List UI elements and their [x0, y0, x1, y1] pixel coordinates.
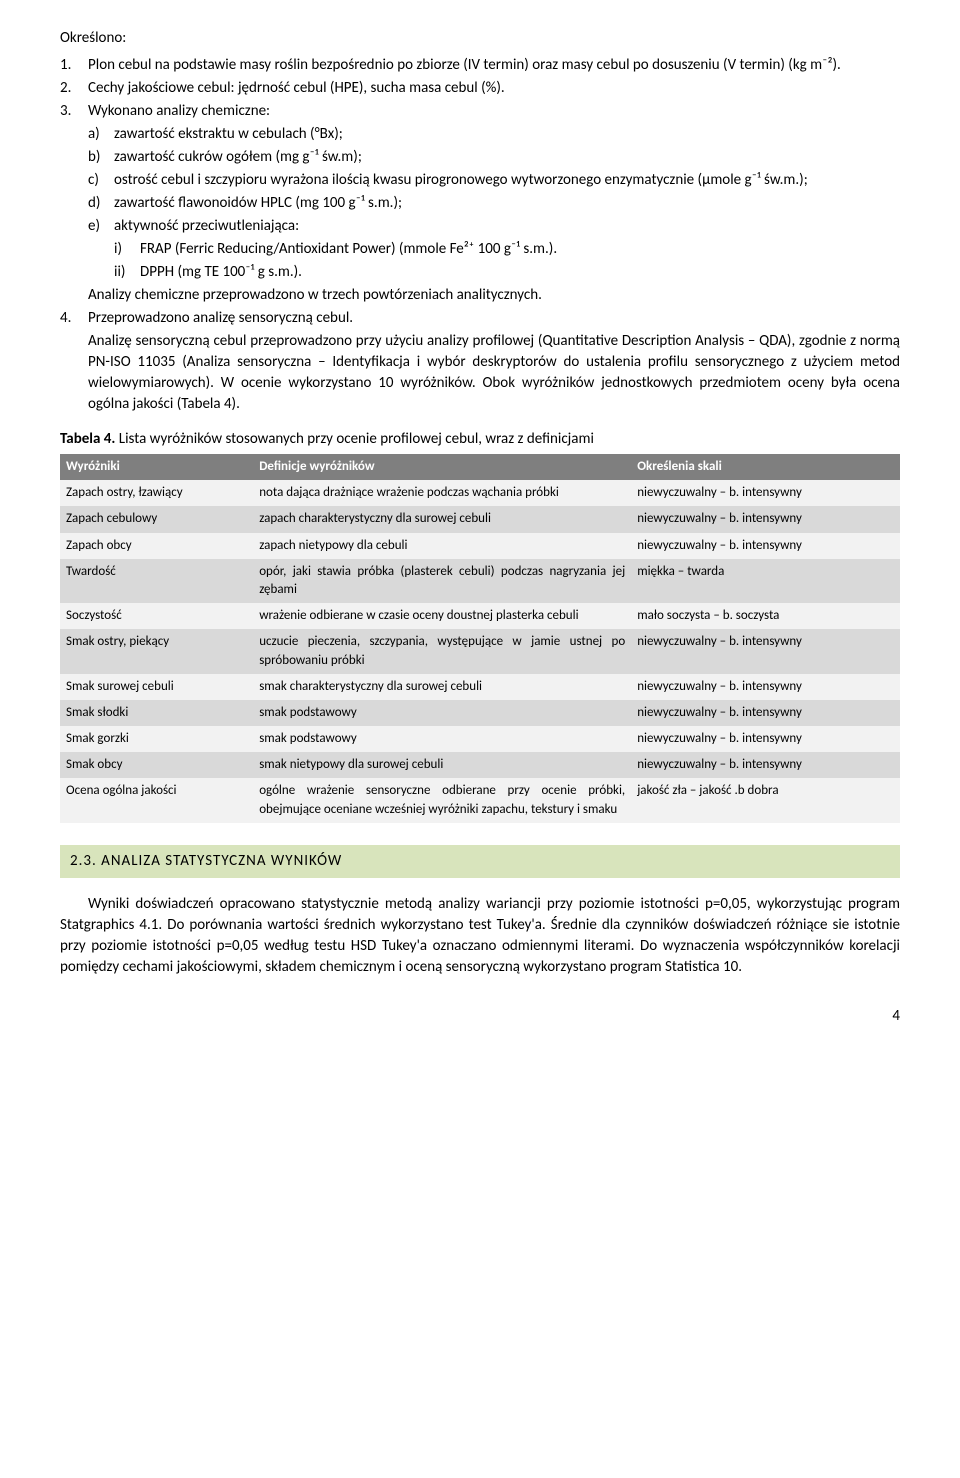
- note-line: Analizy chemiczne przeprowadzono w trzec…: [60, 285, 900, 306]
- table-cell: niewyczuwalny – b. intensywny: [631, 533, 900, 559]
- table-row: Zapach cebulowyzapach charakterystyczny …: [60, 506, 900, 532]
- subsublist-text: FRAP (Ferric Reducing/Antioxidant Power)…: [140, 239, 900, 260]
- subsublist-roman: ii): [114, 262, 140, 283]
- list-text: Wykonano analizy chemiczne:: [88, 101, 900, 122]
- table-cell: niewyczuwalny – b. intensywny: [631, 506, 900, 532]
- sublist-block: a) zawartość ekstraktu w cebulach (°Bx);…: [60, 124, 900, 237]
- list-text: Cechy jakościowe cebul: jędrność cebul (…: [88, 78, 900, 99]
- table-cell: Smak gorzki: [60, 726, 253, 752]
- table-cell: zapach nietypowy dla cebuli: [253, 533, 631, 559]
- table-cell: niewyczuwalny – b. intensywny: [631, 674, 900, 700]
- subsublist-roman: i): [114, 239, 140, 260]
- section-heading: 2.3. ANALIZA STATYSTYCZNA WYNIKÓW: [60, 845, 900, 878]
- table-cell: miękka – twarda: [631, 559, 900, 603]
- table-cell: mało soczysta – b. soczysta: [631, 603, 900, 629]
- table-row: Smak surowej cebulismak charakterystyczn…: [60, 674, 900, 700]
- list-number: 2.: [60, 78, 88, 99]
- table-row: Smak ostry, piekącyuczucie pieczenia, sz…: [60, 629, 900, 673]
- table-cell: zapach charakterystyczny dla surowej ceb…: [253, 506, 631, 532]
- table-cell: niewyczuwalny – b. intensywny: [631, 726, 900, 752]
- table-row: Smak słodkismak podstawowyniewyczuwalny …: [60, 700, 900, 726]
- table-header: Wyróżniki: [60, 454, 253, 480]
- table-cell: smak nietypowy dla surowej cebuli: [253, 752, 631, 778]
- table-cell: jakość zła – jakość .b dobra: [631, 778, 900, 822]
- table-row: Zapach ostry, łzawiącynota dająca drażni…: [60, 480, 900, 506]
- table-cell: niewyczuwalny – b. intensywny: [631, 629, 900, 673]
- list-item: 4. Przeprowadzono analizę sensoryczną ce…: [60, 308, 900, 329]
- table-row: Twardośćopór, jaki stawia próbka (plaste…: [60, 559, 900, 603]
- table-cell: Smak surowej cebuli: [60, 674, 253, 700]
- list-item: 2. Cechy jakościowe cebul: jędrność cebu…: [60, 78, 900, 99]
- table-cell: smak podstawowy: [253, 700, 631, 726]
- subsublist-item: ii) DPPH (mg TE 100⁻¹ g s.m.).: [114, 262, 900, 283]
- paragraph: Analizę sensoryczną cebul przeprowadzono…: [60, 331, 900, 415]
- table-cell: Smak obcy: [60, 752, 253, 778]
- table-cell: wrażenie odbierane w czasie oceny doustn…: [253, 603, 631, 629]
- sublist-text: aktywność przeciwutleniająca:: [114, 216, 900, 237]
- table-cell: opór, jaki stawia próbka (plasterek cebu…: [253, 559, 631, 603]
- table-cell: Smak ostry, piekący: [60, 629, 253, 673]
- table-caption-label: Tabela 4.: [60, 430, 115, 448]
- subsublist-block: i) FRAP (Ferric Reducing/Antioxidant Pow…: [60, 239, 900, 283]
- sublist-letter: d): [88, 193, 114, 214]
- sublist-item: d) zawartość flawonoidów HPLC (mg 100 g⁻…: [88, 193, 900, 214]
- sublist-text: ostrość cebul i szczypioru wyrażona iloś…: [114, 170, 900, 191]
- table-cell: ogólne wrażenie sensoryczne odbierane pr…: [253, 778, 631, 822]
- sublist-letter: c): [88, 170, 114, 191]
- table-row: Soczystośćwrażenie odbierane w czasie oc…: [60, 603, 900, 629]
- sublist-item: a) zawartość ekstraktu w cebulach (°Bx);: [88, 124, 900, 145]
- table-row: Ocena ogólna jakościogólne wrażenie sens…: [60, 778, 900, 822]
- list-text: Przeprowadzono analizę sensoryczną cebul…: [88, 308, 900, 329]
- table-cell: niewyczuwalny – b. intensywny: [631, 700, 900, 726]
- sublist-item: c) ostrość cebul i szczypioru wyrażona i…: [88, 170, 900, 191]
- list-text: Plon cebul na podstawie masy roślin bezp…: [88, 55, 900, 76]
- list-number: 3.: [60, 101, 88, 122]
- table-cell: niewyczuwalny – b. intensywny: [631, 480, 900, 506]
- sublist-letter: a): [88, 124, 114, 145]
- table-cell: Zapach ostry, łzawiący: [60, 480, 253, 506]
- table-header: Określenia skali: [631, 454, 900, 480]
- table-cell: Twardość: [60, 559, 253, 603]
- sublist-text: zawartość flawonoidów HPLC (mg 100 g⁻¹ s…: [114, 193, 900, 214]
- sublist-item: b) zawartość cukrów ogółem (mg g⁻¹ św.m)…: [88, 147, 900, 168]
- table-caption: Tabela 4. Lista wyróżników stosowanych p…: [60, 429, 900, 450]
- sublist-item: e) aktywność przeciwutleniająca:: [88, 216, 900, 237]
- list-item: 3. Wykonano analizy chemiczne:: [60, 101, 900, 122]
- sublist-text: zawartość ekstraktu w cebulach (°Bx);: [114, 124, 900, 145]
- table-cell: Zapach obcy: [60, 533, 253, 559]
- subsublist-text: DPPH (mg TE 100⁻¹ g s.m.).: [140, 262, 900, 283]
- table-cell: Zapach cebulowy: [60, 506, 253, 532]
- page-number: 4: [60, 1006, 900, 1027]
- table-header: Definicje wyróżników: [253, 454, 631, 480]
- table-cell: niewyczuwalny – b. intensywny: [631, 752, 900, 778]
- table-row: Smak obcysmak nietypowy dla surowej cebu…: [60, 752, 900, 778]
- table-caption-text: Lista wyróżników stosowanych przy ocenie…: [115, 430, 594, 448]
- table-cell: nota dająca drażniące wrażenie podczas w…: [253, 480, 631, 506]
- list-item: 1. Plon cebul na podstawie masy roślin b…: [60, 55, 900, 76]
- table-cell: uczucie pieczenia, szczypania, występują…: [253, 629, 631, 673]
- table-row: Smak gorzkismak podstawowyniewyczuwalny …: [60, 726, 900, 752]
- sublist-text: zawartość cukrów ogółem (mg g⁻¹ św.m);: [114, 147, 900, 168]
- list-number: 4.: [60, 308, 88, 329]
- paragraph: Wyniki doświadczeń opracowano statystycz…: [60, 894, 900, 978]
- subsublist-item: i) FRAP (Ferric Reducing/Antioxidant Pow…: [114, 239, 900, 260]
- sublist-letter: b): [88, 147, 114, 168]
- table-cell: smak charakterystyczny dla surowej cebul…: [253, 674, 631, 700]
- table-cell: Soczystość: [60, 603, 253, 629]
- table-row: Zapach obcyzapach nietypowy dla cebulini…: [60, 533, 900, 559]
- descriptors-table: Wyróżniki Definicje wyróżników Określeni…: [60, 454, 900, 823]
- table-cell: smak podstawowy: [253, 726, 631, 752]
- list-number: 1.: [60, 55, 88, 76]
- table-cell: Smak słodki: [60, 700, 253, 726]
- table-cell: Ocena ogólna jakości: [60, 778, 253, 822]
- sublist-letter: e): [88, 216, 114, 237]
- list-heading: Określono:: [60, 28, 900, 49]
